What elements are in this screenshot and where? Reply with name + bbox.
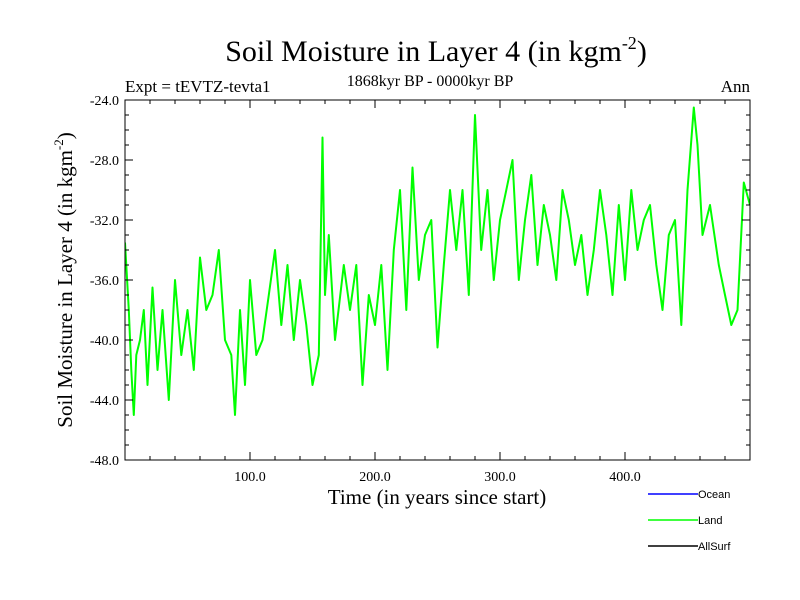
tick-layer: 100.0 200.0 300.0 400.0 -24.0 -28.0 -32.0 -36.0…	[90, 94, 750, 485]
y-tick-label: -36.0	[90, 274, 119, 289]
series-line-land	[125, 106, 750, 416]
legend-label-allsurf: AllSurf	[698, 541, 731, 553]
x-tick-label: 200.0	[359, 470, 391, 485]
y-axis-label: Soil Moisture in Layer 4 (in kgm-2)	[51, 132, 77, 427]
chart-subtitle: 1868kyr BP - 0000kyr BP	[347, 73, 514, 90]
x-axis-label: Time (in years since start)	[328, 485, 547, 509]
experiment-label: Expt = tEVTZ-tevta1	[125, 77, 271, 96]
chart-title: Soil Moisture in Layer 4 (in kgm-2)	[225, 33, 647, 68]
y-tick-label: -44.0	[90, 394, 119, 409]
y-tick-label: -40.0	[90, 334, 119, 349]
y-tick-label: -28.0	[90, 154, 119, 169]
legend: Ocean Land AllSurf	[648, 489, 731, 553]
y-tick-label: -24.0	[90, 94, 119, 109]
y-tick-label: -32.0	[90, 214, 119, 229]
plot-frame	[124, 99, 751, 461]
x-tick-label: 400.0	[609, 470, 641, 485]
legend-label-ocean: Ocean	[698, 489, 730, 501]
season-label: Ann	[721, 77, 751, 96]
x-tick-label: 100.0	[234, 470, 266, 485]
y-tick-label: -48.0	[90, 454, 119, 469]
legend-label-land: Land	[698, 515, 722, 527]
series-layer	[125, 106, 750, 416]
x-tick-label: 300.0	[484, 470, 516, 485]
